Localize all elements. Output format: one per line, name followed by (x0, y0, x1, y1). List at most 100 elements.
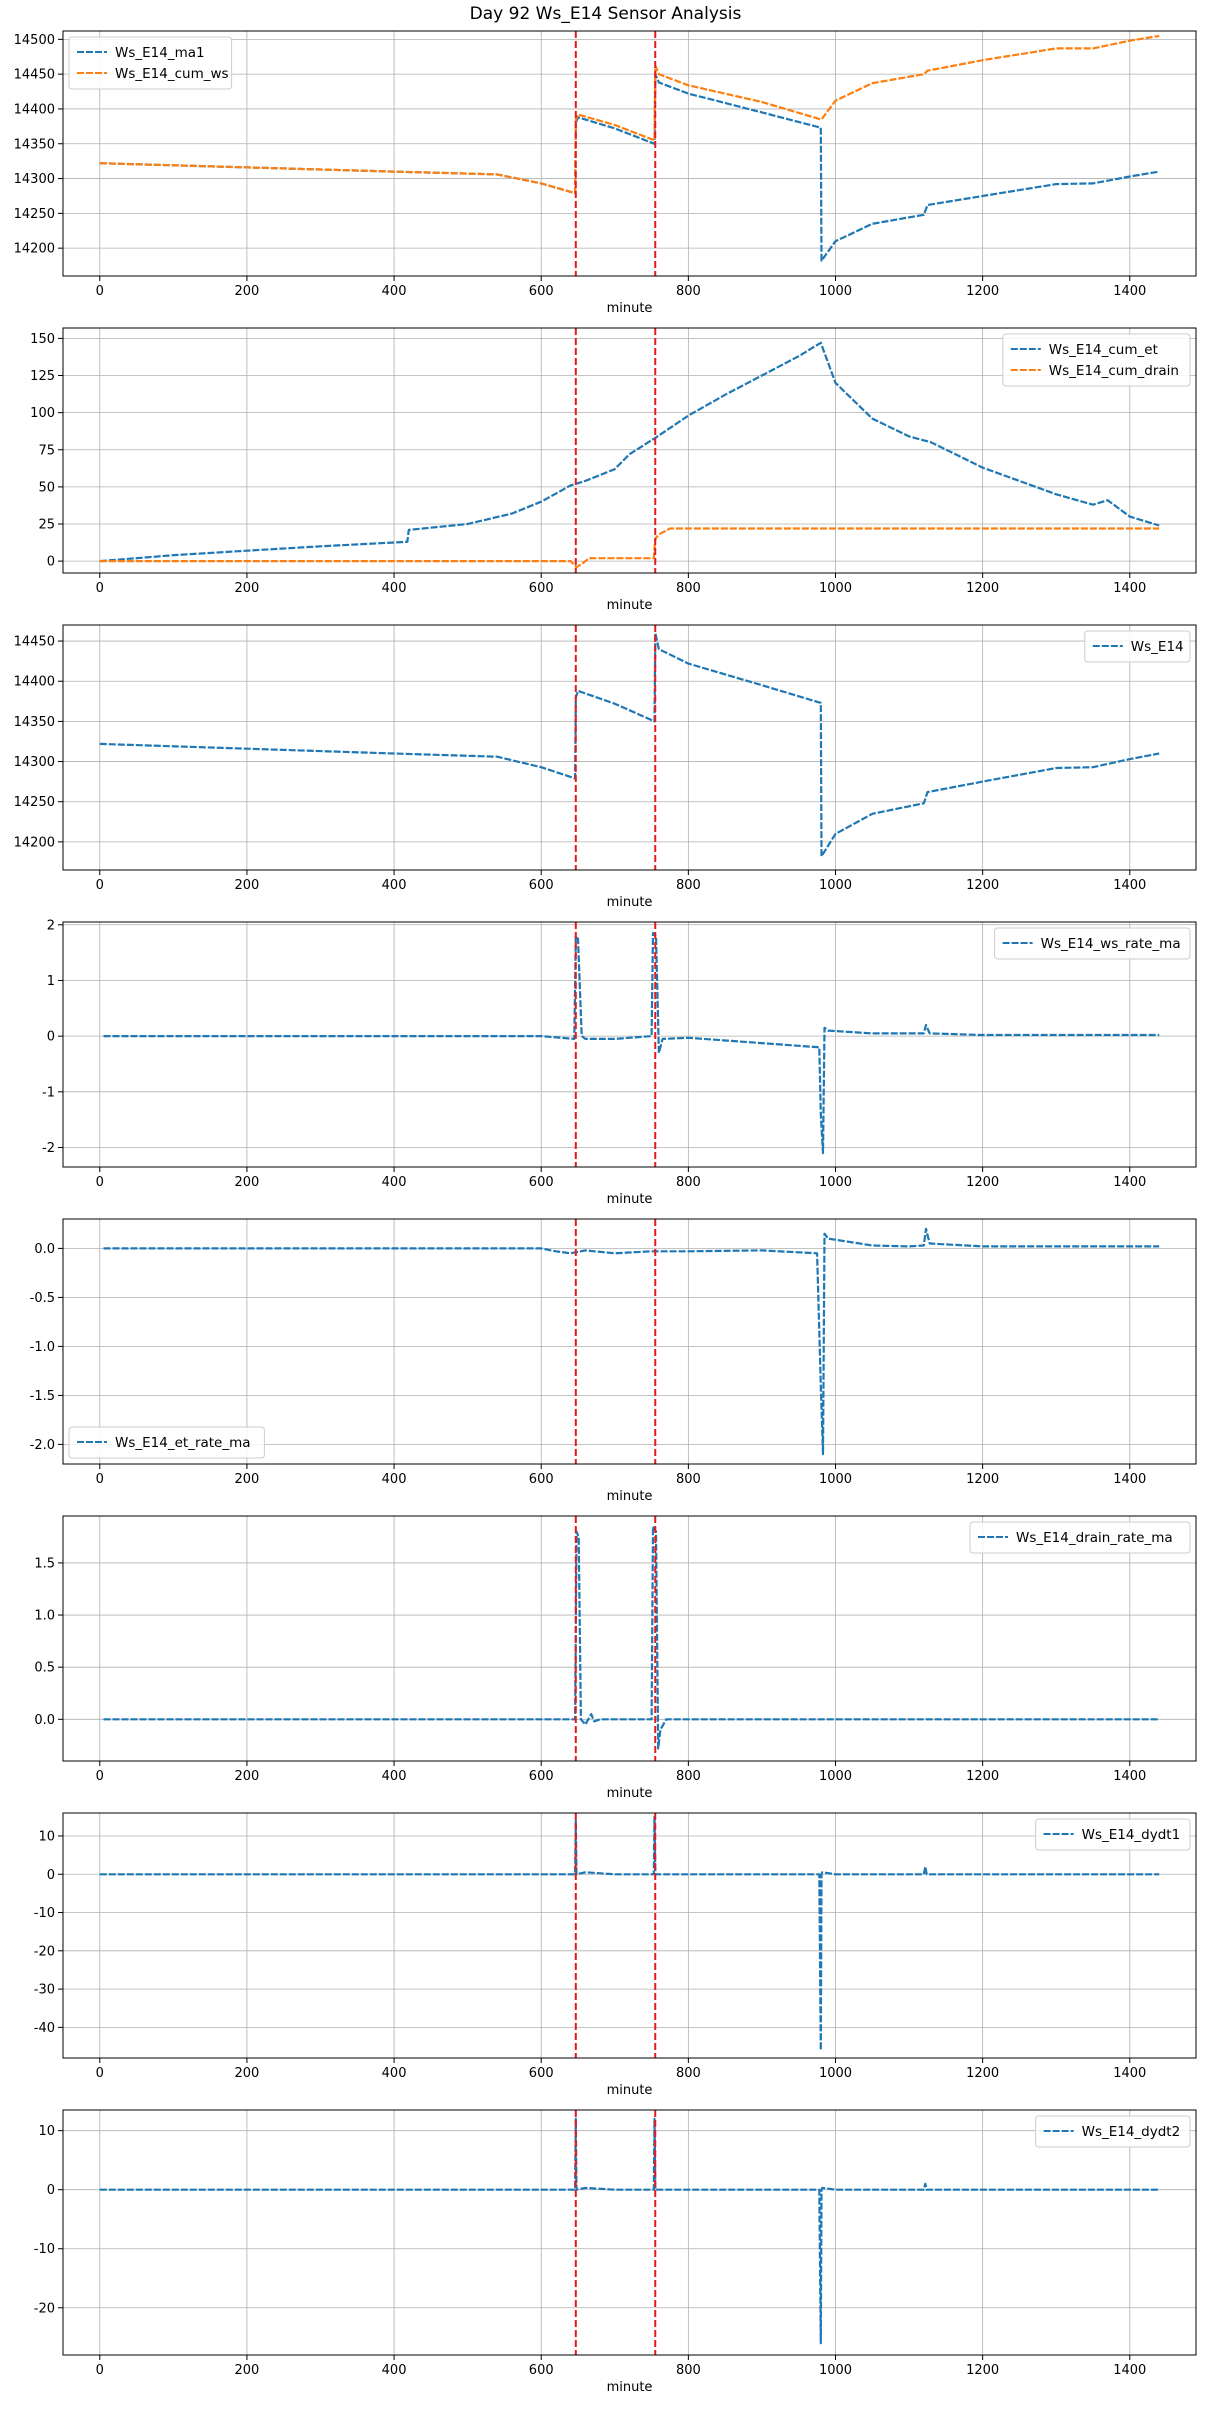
y-tick-label: 50 (38, 480, 55, 495)
x-tick-label: 0 (96, 2066, 104, 2081)
y-tick-label: -10 (34, 2242, 55, 2257)
x-tick-label: 200 (235, 2363, 260, 2378)
legend-box (1084, 630, 1191, 663)
x-tick-label: 0 (96, 2363, 104, 2378)
y-tick-label: 125 (30, 369, 55, 384)
x-tick-label: 1000 (819, 1769, 852, 1784)
x-tick-label: 400 (382, 284, 407, 299)
x-tick-label: 1000 (819, 878, 852, 893)
series-line-2 (99, 527, 1160, 569)
legend-label: Ws_E14 (1131, 639, 1184, 655)
chart-panel-6: 0 200 400 600 800 1000 1200 1400 0.0 0.5 1.0 1.5 min… (34, 1515, 1197, 1801)
y-tick-label: -1.0 (30, 1340, 55, 1355)
y-tick-label: -1 (42, 1085, 55, 1100)
x-tick-label: 1400 (1113, 581, 1146, 596)
legend: Ws_E14_drain_rate_ma (969, 1521, 1191, 1554)
plot-area (99, 341, 1160, 569)
x-tick-label: 1400 (1113, 284, 1146, 299)
x-tick-label: 0 (96, 1175, 104, 1190)
y-tick-label: 0 (47, 1868, 55, 1883)
chart-panel-1: 0 200 400 600 800 1000 1200 1400 14200 14250 14300… (14, 30, 1197, 316)
x-axis-label: minute (607, 1192, 653, 1207)
y-tick-label: -10 (34, 1906, 55, 1921)
chart-panel-8: 0 200 400 600 800 1000 1200 1400 -20 -10 0 10 minute… (34, 2109, 1197, 2395)
plot-area (99, 1815, 1160, 2052)
legend-box (1035, 2115, 1191, 2148)
x-tick-label: 1400 (1113, 1472, 1146, 1487)
plot-area (103, 932, 1160, 1155)
x-tick-label: 600 (529, 581, 554, 596)
plot-area (99, 34, 1160, 262)
legend-label: Ws_E14_ma1 (115, 45, 205, 61)
legend-label: Ws_E14_ws_rate_ma (1041, 936, 1181, 952)
series-line-2 (99, 34, 1160, 195)
x-tick-label: 600 (529, 284, 554, 299)
x-tick-label: 1400 (1113, 878, 1146, 893)
y-tick-label: -0.5 (30, 1291, 55, 1306)
y-tick-label: -2.0 (30, 1438, 55, 1453)
x-tick-label: 800 (676, 2066, 701, 2081)
y-tick-label: 14350 (14, 137, 55, 152)
y-tick-label: 0.0 (34, 1713, 55, 1728)
x-axis-label: minute (607, 1489, 653, 1504)
legend: Ws_E14_cum_et Ws_E14_cum_drain (1002, 333, 1191, 387)
x-tick-label: 800 (676, 878, 701, 893)
x-tick-label: 600 (529, 1175, 554, 1190)
legend-box (68, 36, 233, 90)
chart-panel-5: 0 200 400 600 800 1000 1200 1400 -2.0 -1.5 -1.0 -0.… (30, 1218, 1197, 1504)
x-axis-label: minute (607, 1786, 653, 1801)
legend-box (994, 927, 1191, 960)
x-tick-label: 200 (235, 581, 260, 596)
y-tick-label: 14450 (14, 635, 55, 650)
plot-area (99, 2117, 1160, 2345)
plot-area (99, 631, 1160, 858)
x-tick-label: 1200 (966, 2363, 999, 2378)
x-axis-label: minute (607, 301, 653, 316)
y-tick-label: 2 (47, 918, 55, 933)
x-tick-label: 400 (382, 1769, 407, 1784)
y-tick-label: 14300 (14, 755, 55, 770)
series-line-1 (103, 1525, 1160, 1750)
x-tick-label: 1400 (1113, 2066, 1146, 2081)
legend-box (1002, 333, 1191, 387)
x-tick-label: 400 (382, 1472, 407, 1487)
y-tick-label: 0 (47, 2183, 55, 2198)
grid (63, 625, 1196, 870)
x-tick-label: 0 (96, 1472, 104, 1487)
x-tick-label: 1200 (966, 284, 999, 299)
legend: Ws_E14_dydt1 (1035, 1818, 1191, 1851)
y-tick-label: 0.5 (34, 1661, 55, 1676)
axes-frame (62, 30, 1197, 277)
axes-frame (62, 1812, 1197, 2059)
series-line-1 (99, 631, 1160, 858)
legend: Ws_E14 (1084, 630, 1191, 663)
axes-frame (62, 921, 1197, 1168)
y-tick-label: 14300 (14, 172, 55, 187)
x-tick-label: 400 (382, 2066, 407, 2081)
x-tick-label: 400 (382, 581, 407, 596)
y-tick-label: -20 (34, 2301, 55, 2316)
y-tick-label: 0.0 (34, 1242, 55, 1257)
legend: Ws_E14_ma1 Ws_E14_cum_ws (68, 36, 233, 90)
y-tick-label: 14400 (14, 675, 55, 690)
x-tick-label: 0 (96, 284, 104, 299)
legend-label: Ws_E14_cum_ws (115, 66, 229, 82)
legend-label: Ws_E14_dydt2 (1082, 2124, 1181, 2140)
y-tick-label: 1 (47, 974, 55, 989)
x-tick-label: 0 (96, 1769, 104, 1784)
x-tick-label: 1000 (819, 581, 852, 596)
y-tick-label: -30 (34, 1983, 55, 1998)
chart-panel-3: 0 200 400 600 800 1000 1200 1400 14200 14250 14300… (14, 624, 1197, 910)
legend-label: Ws_E14_cum_et (1049, 342, 1158, 358)
legend-label: Ws_E14_cum_drain (1049, 363, 1179, 379)
legend: Ws_E14_et_rate_ma (68, 1426, 265, 1459)
x-tick-label: 800 (676, 1175, 701, 1190)
y-tick-label: 0 (47, 1030, 55, 1045)
figure-title: Day 92 Ws_E14 Sensor Analysis (469, 4, 742, 24)
y-tick-label: -20 (34, 1944, 55, 1959)
series-line-1 (99, 341, 1160, 563)
x-tick-label: 400 (382, 1175, 407, 1190)
x-tick-label: 200 (235, 2066, 260, 2081)
grid (63, 1813, 1196, 2058)
